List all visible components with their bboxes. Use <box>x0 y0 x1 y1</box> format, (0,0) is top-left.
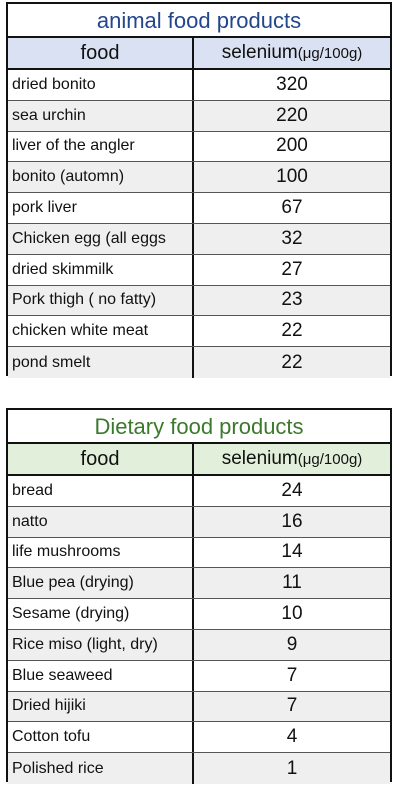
value-cell: 320 <box>276 73 308 95</box>
table-row: bread 24 <box>8 476 390 507</box>
header-selenium-label: selenium <box>221 42 298 63</box>
table-row: sea urchin 220 <box>8 100 390 132</box>
table-row: bonito (automn) 100 <box>8 162 390 194</box>
food-cell: Chicken egg (all eggs <box>8 223 194 254</box>
value-cell: 220 <box>276 104 308 126</box>
value-cell: 22 <box>281 320 303 342</box>
table-row: Sesame (drying) 10 <box>8 599 390 630</box>
value-cell: 7 <box>286 664 298 686</box>
table-title: Dietary food products <box>8 410 390 444</box>
table-row: Pork thigh ( no fatty) 23 <box>8 285 390 317</box>
value-cell: 24 <box>281 479 303 501</box>
value-cell: 100 <box>276 166 308 188</box>
table-row: Rice miso (light, dry) 9 <box>8 629 390 661</box>
table-row: dried bonito 320 <box>8 70 390 101</box>
animal-food-table: animal food products food selenium (μg/10… <box>6 2 392 378</box>
value-cell: 10 <box>281 603 303 625</box>
table-row: Blue pea (drying) 11 <box>8 568 390 600</box>
header-selenium: selenium (μg/100g) <box>194 38 390 68</box>
food-cell: chicken white meat <box>8 316 194 347</box>
food-cell: dried bonito <box>8 70 194 100</box>
food-cell: natto <box>8 506 194 537</box>
table-row: pond smelt 22 <box>8 347 390 378</box>
header-unit: (μg/100g) <box>297 44 363 62</box>
food-cell: Sesame (drying) <box>8 599 194 629</box>
header-food: food <box>8 38 194 68</box>
table-row: Dried hijiki 7 <box>8 691 390 723</box>
value-cell: 4 <box>286 726 298 748</box>
food-cell: Cotton tofu <box>8 722 194 753</box>
food-cell: pork liver <box>8 193 194 223</box>
table-row: Blue seaweed 7 <box>8 660 390 692</box>
food-cell: sea urchin <box>8 100 194 131</box>
food-cell: Blue seaweed <box>8 660 194 691</box>
food-cell: pond smelt <box>8 347 194 378</box>
header-unit: (μg/100g) <box>297 450 363 468</box>
food-cell: Rice miso (light, dry) <box>8 629 194 660</box>
table-row: chicken white meat 22 <box>8 316 390 348</box>
food-cell: dried skimmilk <box>8 254 194 285</box>
value-cell: 7 <box>286 695 298 717</box>
table-row: Cotton tofu 4 <box>8 722 390 754</box>
header-food: food <box>8 444 194 474</box>
value-cell: 11 <box>282 572 302 594</box>
food-cell: Polished rice <box>8 753 194 784</box>
food-cell: life mushrooms <box>8 537 194 568</box>
table-row: liver of the angler 200 <box>8 131 390 163</box>
value-cell: 1 <box>286 757 298 779</box>
value-cell: 32 <box>281 227 303 249</box>
food-cell: Pork thigh ( no fatty) <box>8 285 194 316</box>
table-row: Polished rice 1 <box>8 753 390 784</box>
food-cell: Dried hijiki <box>8 691 194 722</box>
table-title: animal food products <box>8 4 390 38</box>
value-cell: 67 <box>281 197 303 219</box>
table-row: dried skimmilk 27 <box>8 254 390 286</box>
value-cell: 27 <box>281 258 303 280</box>
table-row: pork liver 67 <box>8 193 390 224</box>
food-cell: liver of the angler <box>8 131 194 162</box>
value-cell: 9 <box>286 633 298 655</box>
food-cell: bread <box>8 476 194 506</box>
header-selenium-label: selenium <box>221 448 298 469</box>
value-cell: 14 <box>281 541 303 563</box>
dietary-food-table: Dietary food products food selenium (μg/1… <box>6 408 392 784</box>
food-cell: bonito (automn) <box>8 162 194 193</box>
header-row: food selenium (μg/100g) <box>8 38 390 70</box>
value-cell: 23 <box>281 289 303 311</box>
value-cell: 16 <box>281 510 303 532</box>
value-cell: 200 <box>276 135 308 157</box>
value-cell: 22 <box>281 351 303 373</box>
header-selenium: selenium (μg/100g) <box>194 444 390 474</box>
header-row: food selenium (μg/100g) <box>8 444 390 476</box>
table-row: Chicken egg (all eggs 32 <box>8 223 390 255</box>
table-row: life mushrooms 14 <box>8 537 390 569</box>
food-cell: Blue pea (drying) <box>8 568 194 599</box>
table-row: natto 16 <box>8 506 390 538</box>
